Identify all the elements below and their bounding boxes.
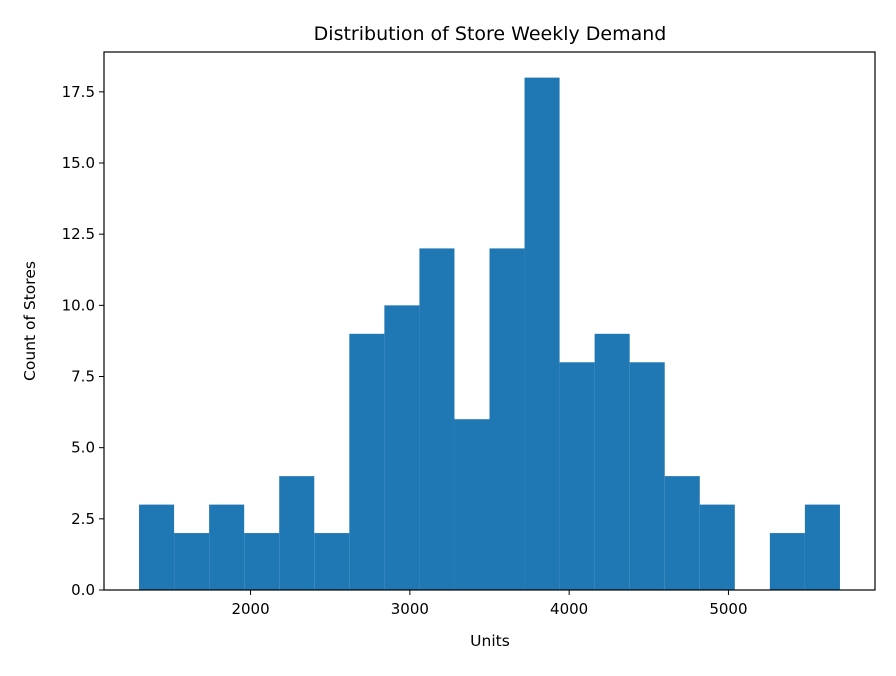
y-tick-label: 17.5 (62, 83, 95, 101)
y-tick-label: 10.0 (62, 296, 95, 314)
y-tick-label: 0.0 (71, 581, 95, 599)
histogram-bar-1 (139, 504, 175, 590)
histogram-bar-8 (384, 305, 420, 590)
y-tick-label: 12.5 (62, 225, 95, 243)
x-tick-label: 3000 (391, 600, 429, 618)
histogram-bar-19 (769, 533, 805, 590)
histogram-bar-17 (699, 504, 735, 590)
histogram-bar-6 (314, 533, 350, 590)
plot-frame (103, 51, 876, 591)
histogram-bar-13 (559, 362, 595, 590)
histogram-bar-20 (804, 504, 840, 590)
histogram-bar-3 (209, 504, 245, 590)
x-axis-title: Units (470, 632, 510, 650)
histogram-bar-7 (349, 333, 385, 590)
histogram-bar-14 (594, 333, 630, 590)
histogram-bar-10 (454, 419, 490, 590)
y-axis-ticks: 0.0 2.5 5.0 7.5 10.0 12.5 15.0 17.5 (62, 83, 104, 599)
x-tick-label: 4000 (550, 600, 588, 618)
histogram-bar-9 (419, 248, 455, 590)
histogram-bar-11 (489, 248, 525, 590)
y-tick-label: 15.0 (62, 154, 95, 172)
histogram-bar-5 (279, 476, 315, 590)
x-tick-label: 5000 (709, 600, 747, 618)
chart-title: Distribution of Store Weekly Demand (314, 23, 667, 45)
y-tick-label: 5.0 (71, 439, 95, 457)
y-tick-label: 2.5 (71, 510, 95, 528)
y-axis-title: Count of Stores (21, 261, 39, 381)
histogram-bar-4 (244, 533, 280, 590)
bars-group (139, 77, 840, 591)
histogram-bar-15 (629, 362, 665, 590)
histogram-bar-12 (524, 77, 560, 591)
histogram-bar-16 (664, 476, 700, 590)
x-tick-label: 2000 (231, 600, 269, 618)
y-tick-label: 7.5 (71, 368, 95, 386)
histogram-bar-2 (174, 533, 210, 590)
x-axis-ticks: 2000 3000 4000 5000 (231, 590, 748, 618)
